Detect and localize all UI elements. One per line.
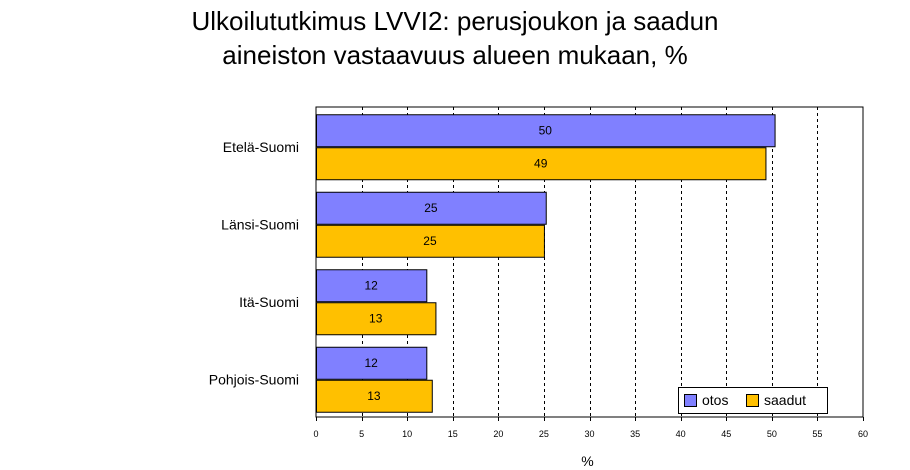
- bar-otos: [316, 191, 547, 225]
- category-label: Länsi-Suomi: [221, 216, 299, 232]
- data-label-saadut: 25: [423, 234, 437, 248]
- chart-title-line-1: Ulkoilututkimus LVVI2: perusjoukon ja sa…: [191, 6, 719, 36]
- data-label-saadut: 49: [534, 156, 548, 170]
- category-label: Itä-Suomi: [239, 294, 299, 310]
- bar-saadut: [316, 224, 545, 258]
- chart-title: Ulkoilututkimus LVVI2: perusjoukon ja sa…: [0, 4, 910, 72]
- x-tick-label: 20: [493, 429, 503, 439]
- data-label-saadut: 13: [369, 311, 383, 325]
- bar-saadut: [316, 147, 767, 181]
- x-axis-label: %: [581, 453, 593, 469]
- x-tick-label: 45: [721, 429, 731, 439]
- x-tick-label: 40: [676, 429, 686, 439]
- bar-otos: [316, 114, 776, 148]
- bar-otos: [316, 269, 428, 303]
- x-tick-label: 55: [812, 429, 822, 439]
- legend-swatch-otos: [684, 394, 697, 407]
- x-tick-label: 10: [402, 429, 412, 439]
- category-label: Pohjois-Suomi: [209, 371, 299, 387]
- legend-label-saadut: saadut: [764, 392, 806, 408]
- data-label-otos: 50: [539, 123, 553, 137]
- data-label-otos: 12: [364, 278, 378, 292]
- x-tick-label: 35: [630, 429, 640, 439]
- x-tick-label: 0: [313, 429, 318, 439]
- legend-swatch-saadut: [746, 394, 759, 407]
- x-tick-label: 15: [448, 429, 458, 439]
- bar-otos: [316, 346, 428, 380]
- x-tick-label: 5: [359, 429, 364, 439]
- bar-saadut: [316, 302, 437, 336]
- chart-title-line-2: aineiston vastaavuus alueen mukaan, %: [222, 40, 688, 70]
- x-tick-label: 25: [539, 429, 549, 439]
- bar-saadut: [316, 379, 433, 413]
- x-tick-label: 60: [858, 429, 868, 439]
- legend-label-otos: otos: [702, 392, 728, 408]
- x-tick-label: 30: [584, 429, 594, 439]
- category-label: Etelä-Suomi: [223, 139, 299, 155]
- data-label-otos: 25: [424, 201, 438, 215]
- data-label-otos: 12: [364, 356, 378, 370]
- x-tick-label: 50: [767, 429, 777, 439]
- data-label-saadut: 13: [367, 389, 381, 403]
